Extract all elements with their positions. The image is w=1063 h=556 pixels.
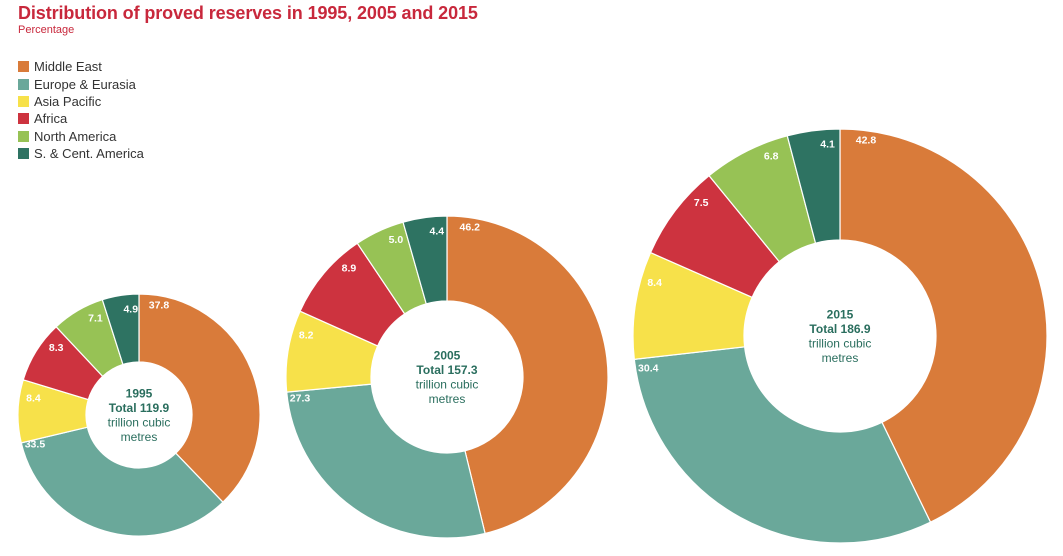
segment-value-label: 4.1 (820, 138, 835, 150)
center-year: 1995 (126, 386, 153, 400)
donut-segment (286, 383, 486, 539)
donut-segment (633, 346, 932, 544)
legend-swatch (18, 130, 29, 142)
segment-value-label: 8.3 (49, 342, 64, 354)
legend-swatch (18, 78, 29, 90)
legend-item-s-cent-america: S. & Cent. America (18, 145, 144, 162)
center-unit: metres (822, 351, 859, 365)
donut-segment (446, 215, 609, 535)
legend-item-north-america: North America (18, 128, 144, 145)
center-unit: trillion cubic (809, 336, 872, 350)
segment-value-label: 5.0 (389, 234, 404, 246)
segment-value-label: 4.4 (430, 225, 445, 237)
segment-value-label: 30.4 (638, 362, 659, 374)
segment-value-label: 6.8 (764, 151, 779, 163)
segment-value-label: 42.8 (856, 134, 877, 146)
center-total: Total 157.3 (416, 363, 477, 377)
center-unit: trillion cubic (416, 377, 479, 391)
donut-segment (101, 293, 140, 366)
chart-subtitle: Percentage (18, 24, 75, 36)
segment-value-label: 7.1 (88, 312, 103, 324)
chart-title: Distribution of proved reserves in 1995,… (18, 3, 478, 23)
donut-segment (839, 128, 1048, 523)
donut-segment (138, 293, 261, 504)
center-year: 2005 (434, 348, 461, 362)
center-total: Total 119.9 (109, 401, 170, 415)
center-total: Total 186.9 (809, 322, 870, 336)
segment-value-label: 27.3 (290, 392, 311, 404)
segment-value-label: 8.9 (342, 263, 357, 275)
legend-label: Africa (34, 111, 68, 127)
legend-swatch (18, 95, 29, 107)
legend-label: Asia Pacific (34, 93, 102, 109)
center-unit: trillion cubic (108, 415, 171, 429)
donut-segment (786, 128, 841, 244)
segment-value-label: 46.2 (460, 221, 481, 233)
segment-value-label: 8.2 (299, 330, 314, 342)
legend-label: S. & Cent. America (34, 146, 144, 162)
legend-label: Europe & Eurasia (34, 76, 136, 92)
segment-value-label: 8.4 (647, 277, 662, 289)
segment-value-label: 7.5 (694, 197, 709, 209)
center-unit: metres (429, 392, 466, 406)
legend-item-europe-eurasia: Europe & Eurasia (18, 75, 144, 92)
segment-value-label: 4.9 (123, 303, 138, 315)
donut-segment (20, 426, 224, 537)
center-unit: metres (121, 430, 158, 444)
legend-label: Middle East (34, 59, 102, 75)
segment-value-label: 37.8 (149, 299, 170, 311)
segment-value-label: 8.4 (26, 393, 41, 405)
legend-item-middle-east: Middle East (18, 58, 144, 75)
donut-segment (402, 215, 448, 305)
center-year: 2015 (827, 307, 854, 321)
legend-item-asia-pacific: Asia Pacific (18, 93, 144, 110)
legend-item-africa: Africa (18, 110, 144, 127)
legend-swatch (18, 61, 29, 73)
legend-swatch (18, 148, 29, 160)
legend-swatch (18, 113, 29, 125)
legend-label: North America (34, 128, 117, 144)
legend: Middle East Europe & Eurasia Asia Pacifi… (18, 58, 144, 162)
